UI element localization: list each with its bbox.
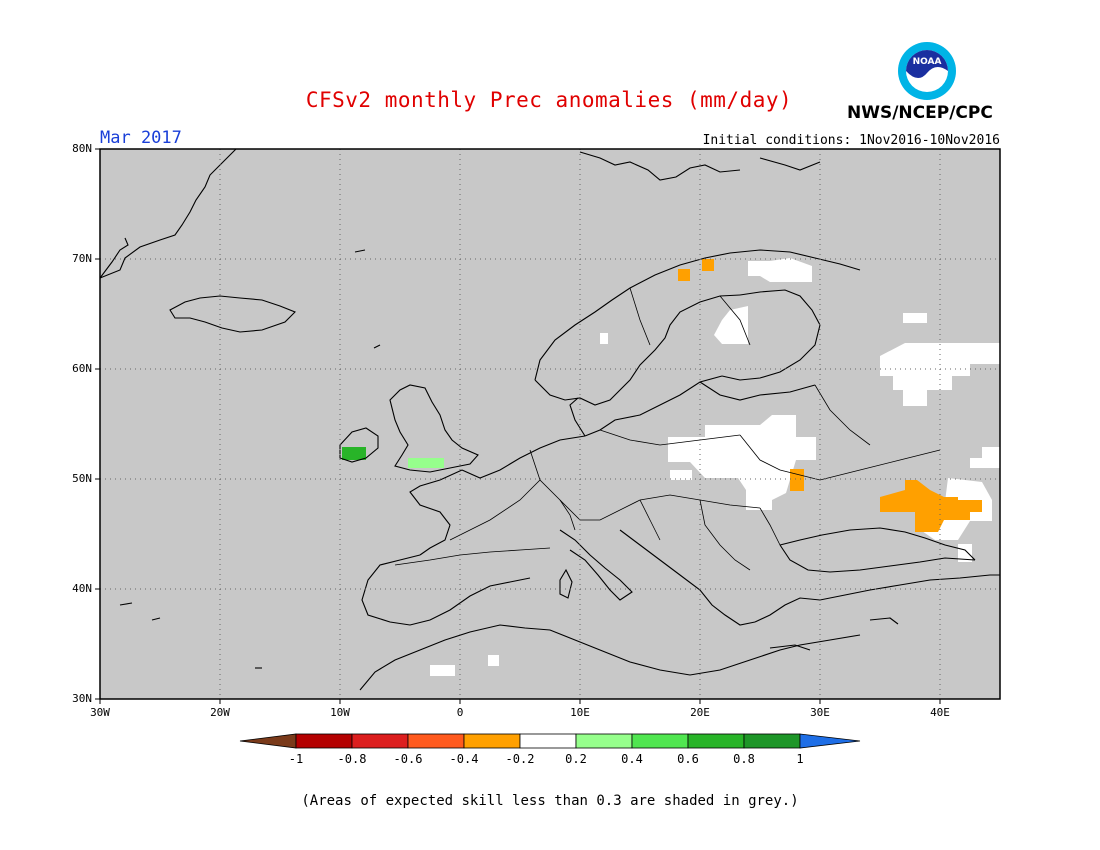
- lat-label: 70N: [72, 252, 92, 265]
- colorbar-swatch: [687, 733, 745, 749]
- colorbar-swatch: [743, 733, 801, 749]
- noaa-logo: NOAA: [898, 42, 956, 100]
- lat-label: 40N: [72, 582, 92, 595]
- lon-label: 0: [456, 706, 464, 719]
- lon-label: 20E: [690, 706, 710, 719]
- lat-label: 30N: [72, 692, 92, 705]
- negative-anomaly-cells: [678, 259, 982, 532]
- lat-label: 80N: [72, 142, 92, 155]
- colorbar-label: -1: [288, 752, 304, 766]
- colorbar-label: -0.6: [393, 752, 423, 766]
- colorbar-swatch: [799, 733, 861, 749]
- colorbar-label: 1: [796, 752, 804, 766]
- colorbar-label: -0.8: [337, 752, 367, 766]
- agency-label: NWS/NCEP/CPC: [847, 103, 993, 123]
- green-anomaly-cell: [342, 447, 366, 460]
- colorbar-label: -0.4: [449, 752, 479, 766]
- map-background: [100, 149, 1000, 699]
- lon-label: 20W: [210, 706, 230, 719]
- colorbar-label: -0.2: [505, 752, 535, 766]
- lon-label: 40E: [930, 706, 950, 719]
- lon-label: 30E: [810, 706, 830, 719]
- coastlines: [99, 148, 1000, 691]
- colorbar-label: 0.6: [677, 752, 699, 766]
- colorbar-label: 0.2: [565, 752, 587, 766]
- colorbar-swatch: [575, 733, 633, 749]
- lat-label: 50N: [72, 472, 92, 485]
- axis-ticks: [95, 148, 941, 704]
- colorbar-swatch: [631, 733, 689, 749]
- colorbar-swatch: [239, 733, 297, 749]
- colorbar-swatch: [295, 733, 353, 749]
- lon-label: 10E: [570, 706, 590, 719]
- gridlines: [100, 149, 1000, 699]
- skill-footnote: (Areas of expected skill less than 0.3 a…: [301, 793, 799, 809]
- map-frame: [99, 148, 1001, 700]
- colorbar-swatch: [407, 733, 465, 749]
- colorbar-swatch: [463, 733, 521, 749]
- initial-conditions: Initial conditions: 1Nov2016-10Nov2016: [702, 133, 1000, 148]
- valid-month: Mar 2017: [100, 128, 182, 148]
- light-green-anomaly-cell: [408, 458, 444, 468]
- colorbar-label: 0.4: [621, 752, 643, 766]
- colorbar: [239, 733, 861, 749]
- lon-label: 30W: [90, 706, 110, 719]
- colorbar-swatch: [519, 733, 577, 749]
- colorbar-swatch: [351, 733, 409, 749]
- colorbar-label: 0.8: [733, 752, 755, 766]
- logo-text: NOAA: [913, 57, 942, 67]
- map-title: CFSv2 monthly Prec anomalies (mm/day): [305, 88, 793, 112]
- lat-label: 60N: [72, 362, 92, 375]
- lon-label: 10W: [330, 706, 350, 719]
